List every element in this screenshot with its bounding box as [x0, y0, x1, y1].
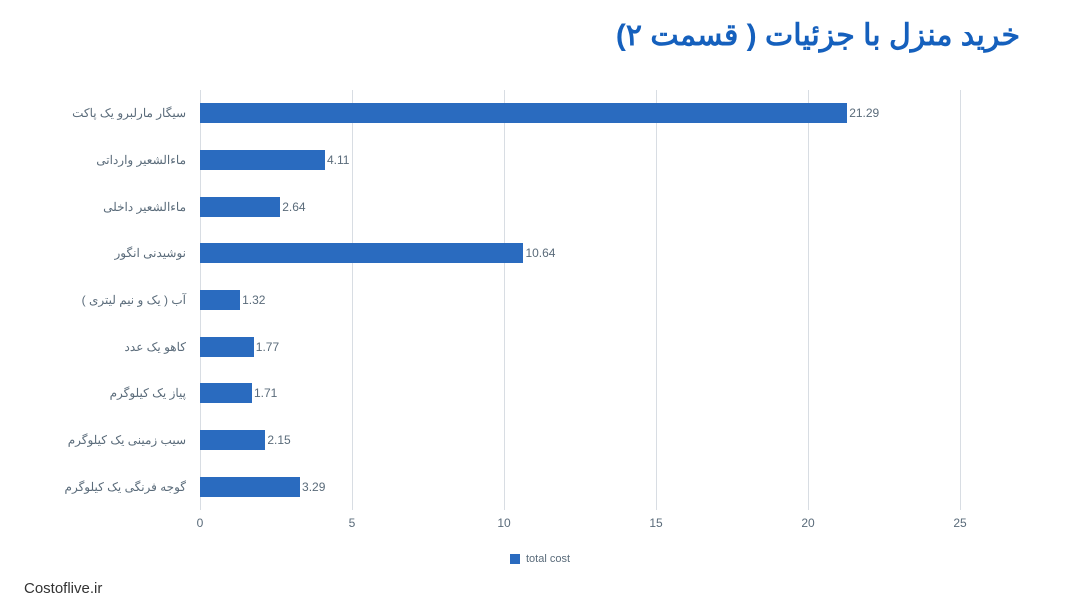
category-label: سیگار مارلبرو یک پاکت: [72, 106, 186, 120]
category-label: ماءالشعیر داخلی: [103, 200, 186, 214]
grid-line: [808, 90, 809, 510]
bar: [200, 150, 325, 170]
bar-value-label: 10.64: [525, 246, 555, 260]
bar-value-label: 3.29: [302, 480, 325, 494]
grid-line: [504, 90, 505, 510]
category-label: آب ( یک و نیم لیتری ): [82, 293, 186, 307]
bar: [200, 290, 240, 310]
bar: [200, 337, 254, 357]
category-label: گوجه فرنگی یک کیلوگرم: [65, 480, 186, 494]
bar: [200, 197, 280, 217]
x-tick-label: 25: [953, 516, 966, 530]
bar-value-label: 1.77: [256, 340, 279, 354]
bar: [200, 243, 523, 263]
x-tick-label: 0: [197, 516, 204, 530]
x-tick-label: 5: [349, 516, 356, 530]
grid-line: [960, 90, 961, 510]
bar: [200, 477, 300, 497]
x-tick-label: 10: [497, 516, 510, 530]
plot-area: 0510152025سیگار مارلبرو یک پاکت21.29ماءا…: [200, 90, 960, 510]
bar: [200, 103, 847, 123]
bar-value-label: 4.11: [327, 153, 349, 167]
grid-line: [352, 90, 353, 510]
chart-container: خرید منزل با جزئیات ( قسمت ۲) 0510152025…: [0, 0, 1080, 607]
bar-value-label: 2.15: [267, 433, 290, 447]
category-label: پیاز یک کیلوگرم: [110, 386, 186, 400]
grid-line: [656, 90, 657, 510]
x-tick-label: 15: [649, 516, 662, 530]
bar-value-label: 2.64: [282, 200, 305, 214]
bar-value-label: 1.32: [242, 293, 265, 307]
category-label: نوشیدنی انگور: [115, 246, 186, 260]
x-tick-label: 20: [801, 516, 814, 530]
legend-swatch: [510, 554, 520, 564]
bar: [200, 430, 265, 450]
legend-item: total cost: [510, 553, 570, 565]
category-label: ماءالشعیر وارداتی: [96, 153, 186, 167]
bar: [200, 383, 252, 403]
category-label: سیب زمینی یک کیلوگرم: [68, 433, 186, 447]
legend: total cost: [0, 551, 1080, 569]
chart-title: خرید منزل با جزئیات ( قسمت ۲): [616, 18, 1020, 53]
bar-value-label: 1.71: [254, 386, 277, 400]
footer-source: Costoflive.ir: [24, 580, 102, 597]
legend-label: total cost: [526, 553, 570, 565]
category-label: کاهو یک عدد: [125, 340, 186, 354]
bar-value-label: 21.29: [849, 106, 879, 120]
